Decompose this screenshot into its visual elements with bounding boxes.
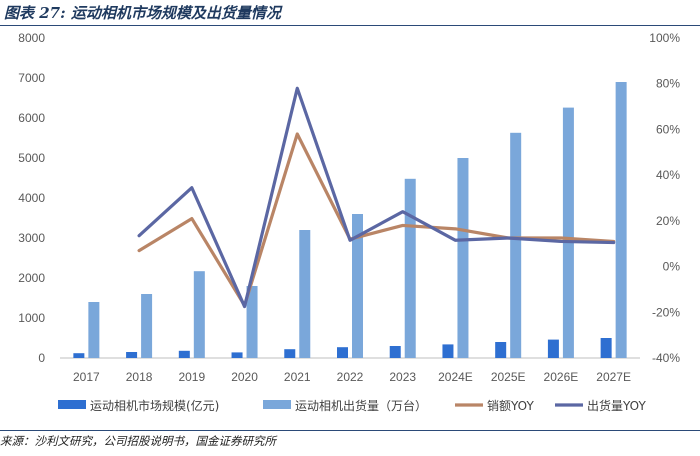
line-shipments-yoy [137, 86, 616, 309]
legend-swatch [58, 400, 86, 409]
x-axis-tick-label: 2019 [178, 370, 205, 384]
legend-label: 运动相机市场规模(亿元) [90, 398, 219, 413]
bar-shipments [246, 286, 258, 358]
x-axis-tick-label: 2020 [231, 370, 258, 384]
right-axis-tick-label: 0% [663, 260, 681, 274]
source-note: 来源：沙利文研究，公司招股说明书，国金证券研究所 [0, 434, 276, 448]
x-axis-tick-label: 2022 [337, 370, 364, 384]
left-axis-tick-label: 4000 [18, 191, 45, 205]
legend-label: 销额YOY [487, 399, 534, 413]
x-axis-tick-label: 2027E [596, 370, 631, 384]
bar-market-size [178, 350, 190, 358]
right-axis-tick-label: -20% [652, 305, 680, 319]
chart: 0 1000 2000 3000 4000 5000 6000 7000 8000 -40% -20… [18, 31, 681, 413]
x-axis-tick-label: 2025E [491, 370, 526, 384]
x-axis-tick-label: 2017 [73, 370, 100, 384]
bar-market-size [284, 349, 296, 358]
bar-shipments [88, 302, 100, 358]
left-axis-tick-label: 3000 [18, 231, 45, 245]
right-axis-tick-label: 20% [656, 214, 680, 228]
right-axis-tick-label: 40% [656, 168, 680, 182]
bar-market-size [600, 338, 612, 358]
x-axis-tick-label: 2023 [389, 370, 416, 384]
left-axis-tick-label: 6000 [18, 111, 45, 125]
title-rule [0, 25, 700, 26]
legend-label: 出货量YOY [587, 398, 646, 413]
bar-market-size [73, 353, 85, 358]
left-axis-tick-label: 8000 [18, 31, 45, 45]
bar-market-size [442, 344, 454, 358]
bar-market-size [337, 347, 348, 358]
line-sales-yoy [137, 132, 616, 308]
x-axis-tick-label: 2026E [544, 370, 579, 384]
left-axis-tick-label: 5000 [18, 151, 45, 165]
bar-market-size [389, 346, 401, 358]
legend-swatch [263, 400, 291, 409]
bar-shipments [457, 158, 469, 358]
legend-label: 运动相机出货量（万台） [295, 398, 427, 413]
bar-market-size [126, 352, 138, 358]
right-axis-tick-label: 100% [649, 31, 680, 45]
left-axis-tick-label: 0 [38, 351, 45, 365]
right-axis-tick-label: 60% [656, 122, 680, 136]
bar-shipments [615, 82, 627, 358]
bar-shipments [141, 294, 153, 358]
source-rule [0, 430, 700, 431]
right-axis-tick-label: -40% [652, 351, 680, 365]
left-axis-tick-label: 7000 [18, 71, 45, 85]
bar-shipments [193, 271, 205, 358]
x-axis-tick-label: 2018 [126, 370, 153, 384]
chart-title: 图表 27: 运动相机市场规模及出货量情况 [4, 4, 281, 22]
left-axis-tick-label: 1000 [18, 311, 45, 325]
bar-shipments [299, 230, 311, 358]
right-axis-tick-label: 80% [656, 77, 680, 91]
bar-shipments [352, 214, 363, 358]
x-axis-tick-label: 2024E [438, 370, 473, 384]
bar-shipments [562, 107, 574, 358]
bar-market-size [547, 339, 559, 358]
bar-market-size [231, 352, 243, 358]
bar-market-size [495, 342, 507, 358]
bar-shipments [510, 132, 522, 358]
x-axis-tick-label: 2021 [284, 370, 311, 384]
left-axis-tick-label: 2000 [18, 271, 45, 285]
bar-shipments [404, 178, 416, 358]
